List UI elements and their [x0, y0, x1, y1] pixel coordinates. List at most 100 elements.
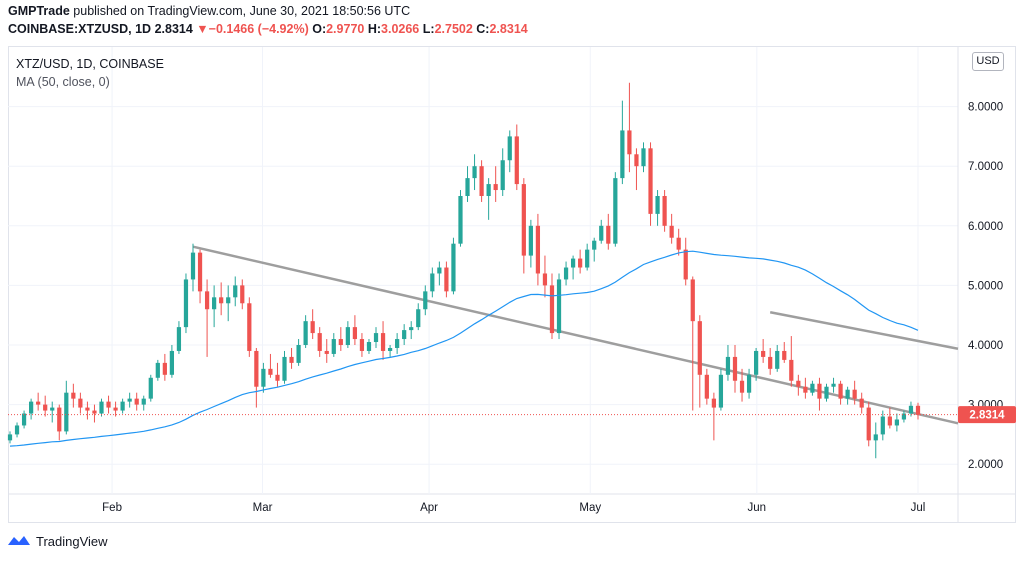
trendlines: [192, 245, 959, 425]
candle-body: [514, 136, 519, 185]
x-tick-label: Jun: [748, 502, 767, 514]
candle-body: [915, 405, 921, 415]
candle-body: [219, 297, 224, 304]
candle-body: [634, 154, 639, 167]
x-tick-label: Jul: [911, 502, 926, 514]
candle-body: [676, 237, 681, 250]
candle-body: [324, 350, 329, 354]
candle-body: [43, 404, 48, 411]
candle-body: [711, 398, 716, 408]
candle-body: [240, 285, 245, 304]
candle-body: [465, 178, 470, 196]
candle-body: [409, 327, 414, 331]
candle-body: [521, 184, 526, 256]
candle-body: [824, 386, 829, 399]
candle-body: [683, 249, 688, 280]
candle-body: [134, 398, 139, 405]
candle-body: [373, 333, 379, 343]
candle-body: [169, 350, 175, 375]
candle-body: [212, 297, 217, 310]
candle-body: [226, 297, 231, 304]
chart-grid: [8, 47, 1016, 522]
candle-body: [57, 407, 62, 432]
candle-body: [894, 419, 899, 426]
candle-body: [64, 392, 69, 432]
candle-body: [29, 401, 34, 414]
legend-ma: MA (50, close, 0): [16, 75, 110, 89]
close-label: C:: [476, 22, 490, 36]
candle-body: [71, 392, 76, 399]
y-axis: 2.00003.00004.00005.00006.00007.00008.00…: [968, 102, 1003, 472]
candle-body: [859, 398, 864, 408]
candle-body: [887, 416, 892, 426]
candle-body: [704, 374, 709, 399]
candle-body: [479, 166, 484, 196]
candle-body: [21, 413, 27, 426]
candle-body: [507, 136, 512, 161]
candle-body: [162, 362, 167, 375]
symbol-line: COINBASE:XTZUSD, 1D: [8, 22, 152, 36]
candle-body: [402, 330, 407, 340]
last-price-tag: [958, 406, 1016, 424]
candle-body: [592, 240, 597, 250]
close-value: 2.8314: [489, 22, 528, 36]
candle-body: [395, 339, 400, 348]
candle-body: [359, 339, 365, 351]
x-tick-label: Mar: [253, 502, 273, 514]
candle-body: [183, 279, 189, 328]
candle-body: [155, 362, 160, 378]
tradingview-logo-icon: [8, 536, 30, 545]
trendline: [769, 310, 959, 350]
candle-body: [289, 356, 294, 363]
low-label: L:: [422, 22, 435, 36]
high-value: 3.0266: [381, 22, 420, 36]
published-text: published on TradingView.com, June 30, 2…: [69, 4, 411, 18]
candle-body: [338, 339, 343, 345]
publisher-name: GMPTrade: [8, 4, 70, 18]
candle-body: [627, 130, 632, 155]
candle-body: [866, 407, 871, 441]
candle-body: [268, 368, 273, 375]
ma-line: [9, 250, 919, 447]
candle-body: [113, 407, 118, 411]
candle-body: [908, 405, 914, 414]
candle-body: [599, 225, 604, 241]
open-value: 2.9770: [326, 22, 365, 36]
candle-body: [444, 267, 449, 292]
candle-body: [451, 243, 456, 292]
candle-body: [85, 407, 90, 411]
candle-body: [99, 401, 104, 414]
candle-body: [247, 303, 252, 351]
x-tick-label: May: [579, 502, 601, 514]
candle-body: [613, 178, 618, 244]
candle-body: [282, 356, 287, 381]
candle-body: [718, 374, 724, 408]
chart-frame: [8, 46, 1016, 523]
candle-body: [176, 327, 182, 351]
candle-body: [331, 339, 336, 354]
candle-body: [549, 285, 555, 334]
candle-body: [768, 356, 773, 369]
candle-body: [472, 166, 477, 179]
candle-body: [690, 279, 695, 322]
candle-body: [296, 345, 301, 363]
candle-body: [197, 252, 203, 292]
candle-body: [92, 410, 97, 414]
candle-body: [380, 333, 386, 351]
candle-body: [838, 383, 843, 399]
candle-body: [535, 225, 541, 274]
candle-body: [725, 356, 731, 375]
last-price: 2.8314: [154, 22, 193, 36]
candles: [7, 82, 921, 459]
candle-body: [148, 377, 153, 399]
currency-button[interactable]: USD: [972, 52, 1004, 71]
candle-body: [261, 368, 266, 387]
candle-body: [570, 258, 576, 268]
candle-body: [437, 267, 442, 274]
candle-body: [775, 350, 780, 369]
candle-body: [739, 380, 745, 393]
candle-body: [782, 350, 787, 360]
candle-body: [852, 389, 857, 399]
candle-body: [662, 196, 667, 226]
